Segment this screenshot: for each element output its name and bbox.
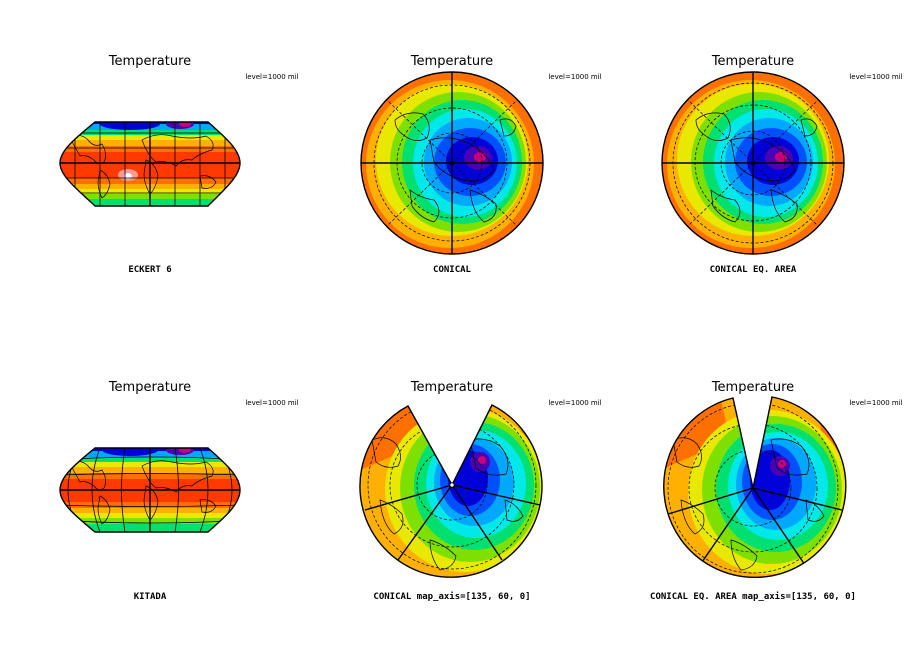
map-outline [663,396,847,579]
map-outline [359,404,543,578]
level-label: level=1000 mil [245,73,298,81]
panel-title: Temperature [410,380,493,395]
projection-caption: ECKERT 6 [128,265,171,275]
level-label: level=1000 mil [849,399,902,407]
panel-title: Temperature [711,54,794,69]
temperature-map-conical-eq-area-map-axis [663,397,846,578]
temperature-map-conical-map-axis [359,405,542,578]
panel-conical-eq-area-map-axis: Temperature level=1000 mil [650,380,903,602]
map-outline [59,121,241,207]
panel-title: Temperature [711,380,794,395]
temperature-map-conical-eq-area [662,72,844,254]
temperature-map-conical [361,72,543,254]
panel-eckert6: Temperature level=1000 mil [59,54,299,275]
projection-caption: CONICAL map_axis=[135, 60, 0] [373,591,530,602]
temperature-map-kitada [60,448,240,532]
panel-title: Temperature [108,54,191,69]
panel-title: Temperature [108,380,191,395]
panel-kitada: Temperature level=1000 mil [59,380,299,602]
map-outline [59,447,241,533]
level-label: level=1000 mil [548,399,601,407]
level-label: level=1000 mil [245,399,298,407]
level-label: level=1000 mil [548,73,601,81]
pole-marker [449,482,455,488]
projection-caption: CONICAL EQ. AREA [710,265,797,275]
panel-conical-map-axis: Temperature level=1000 mil [359,380,602,602]
map-outline [360,71,544,255]
projection-caption: CONICAL [433,265,472,275]
level-label: level=1000 mil [849,73,902,81]
map-outline [661,71,845,255]
projection-caption: KITADA [134,592,167,602]
panel-conical: Temperature level=1000 mil [360,54,602,275]
panel-title: Temperature [410,54,493,69]
temperature-map-eckert6 [60,122,240,206]
projection-caption: CONICAL EQ. AREA map_axis=[135, 60, 0] [650,591,856,602]
panel-conical-eq-area: Temperature level=1000 mil [661,54,903,275]
